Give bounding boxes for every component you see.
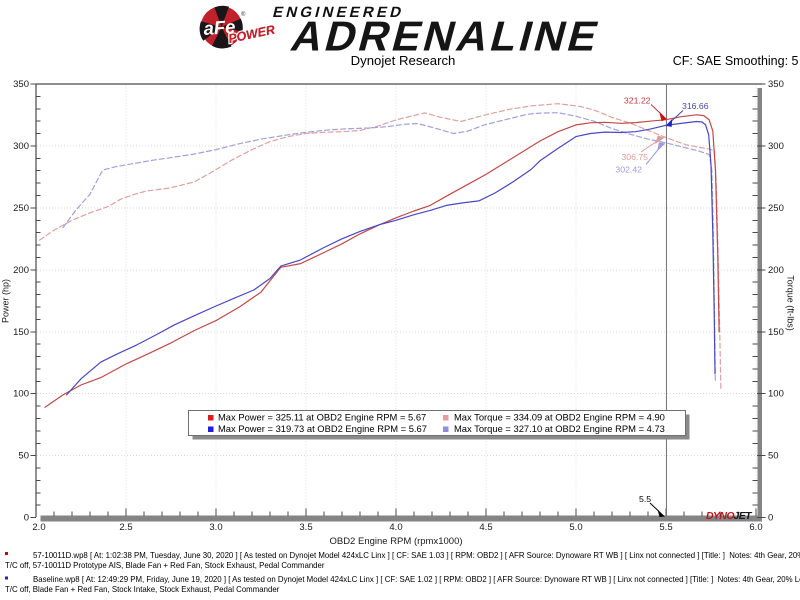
- svg-text:DYNO: DYNO: [706, 510, 734, 522]
- svg-text:302.42: 302.42: [615, 164, 642, 174]
- svg-text:2.0: 2.0: [32, 522, 45, 533]
- svg-text:150: 150: [768, 327, 784, 338]
- svg-text:200: 200: [13, 265, 29, 276]
- svg-text:3.0: 3.0: [209, 522, 222, 533]
- svg-text:0: 0: [24, 513, 29, 524]
- svg-text:T/C off, Blade Fan + Red Fan,: T/C off, Blade Fan + Red Fan, Stock Inta…: [5, 585, 280, 594]
- svg-text:JET: JET: [734, 510, 754, 522]
- svg-text:2.5: 2.5: [119, 522, 132, 533]
- svg-text:50: 50: [768, 451, 779, 462]
- svg-text:ENGINEERED: ENGINEERED: [271, 4, 406, 21]
- svg-text:4.5: 4.5: [479, 522, 492, 533]
- svg-text:Torque (ft-lbs): Torque (ft-lbs): [786, 275, 796, 331]
- svg-text:aFe: aFe: [203, 16, 236, 39]
- svg-text:Max Torque = 327.10 at OBD2 En: Max Torque = 327.10 at OBD2 Engine RPM =…: [454, 423, 665, 434]
- svg-text:T/C off, 57-10011D Prototype A: T/C off, 57-10011D Prototype AIS, Blade …: [5, 561, 325, 570]
- svg-text:Dynojet Research: Dynojet Research: [351, 53, 456, 68]
- svg-text:4.0: 4.0: [389, 522, 402, 533]
- svg-text:150: 150: [13, 327, 29, 338]
- svg-text:316.66: 316.66: [682, 101, 709, 111]
- svg-text:Max Power = 325.11 at OBD2 Eng: Max Power = 325.11 at OBD2 Engine RPM = …: [218, 412, 426, 423]
- svg-text:321.22: 321.22: [624, 95, 651, 105]
- svg-text:57-10011D.wp8 [ At: 1:02:38 PM: 57-10011D.wp8 [ At: 1:02:38 PM, Tuesday,…: [33, 551, 800, 560]
- svg-text:Max Torque = 334.09 at OBD2 En: Max Torque = 334.09 at OBD2 Engine RPM =…: [454, 412, 665, 423]
- svg-text:OBD2 Engine RPM (rpmx1000): OBD2 Engine RPM (rpmx1000): [329, 536, 462, 547]
- svg-text:300: 300: [768, 141, 784, 152]
- svg-text:ADRENALINE: ADRENALINE: [286, 13, 606, 60]
- svg-text:®: ®: [241, 11, 246, 18]
- svg-text:CF: SAE Smoothing: 5: CF: SAE Smoothing: 5: [673, 54, 799, 68]
- svg-text:100: 100: [13, 389, 29, 400]
- svg-text:5.5: 5.5: [659, 522, 672, 533]
- svg-text:250: 250: [768, 203, 784, 214]
- svg-text:306.75: 306.75: [621, 152, 648, 162]
- svg-text:Baseline.wp8 [ At: 12:49:29 PM: Baseline.wp8 [ At: 12:49:29 PM, Friday, …: [33, 575, 800, 584]
- svg-text:Power (hp): Power (hp): [1, 279, 11, 323]
- svg-text:350: 350: [768, 79, 784, 90]
- svg-text:5.5: 5.5: [639, 494, 651, 504]
- svg-text:250: 250: [13, 203, 29, 214]
- svg-text:0: 0: [768, 513, 773, 524]
- svg-text:100: 100: [768, 389, 784, 400]
- svg-text:350: 350: [13, 79, 29, 90]
- svg-text:3.5: 3.5: [299, 522, 312, 533]
- svg-text:50: 50: [18, 451, 29, 462]
- svg-text:5.0: 5.0: [569, 522, 582, 533]
- svg-text:300: 300: [13, 141, 29, 152]
- svg-text:Max Power = 319.73 at OBD2 Eng: Max Power = 319.73 at OBD2 Engine RPM = …: [218, 423, 427, 434]
- svg-text:6.0: 6.0: [749, 522, 762, 533]
- svg-text:200: 200: [768, 265, 784, 276]
